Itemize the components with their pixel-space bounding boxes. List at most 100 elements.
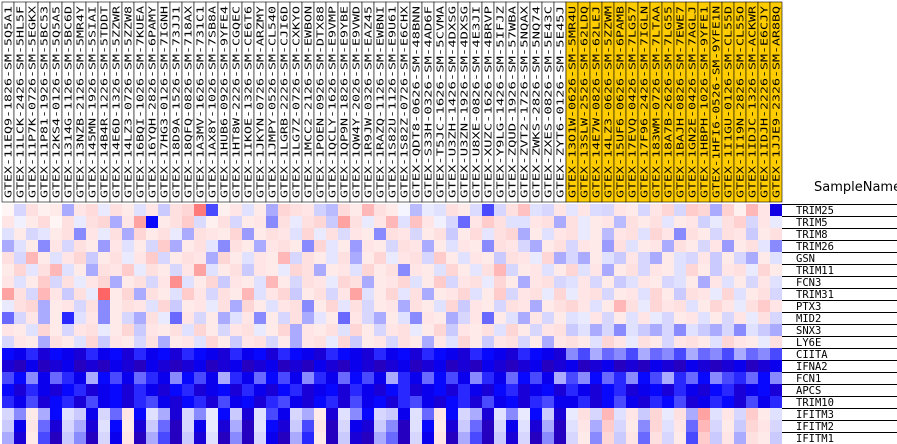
heatmap-cell [50, 312, 62, 324]
column-label-32: GTEX-1S82U-1126-SM-E9U61 [388, 6, 399, 198]
heatmap-cell [506, 396, 518, 408]
heatmap-cell [302, 240, 314, 252]
heatmap-cell [698, 204, 710, 216]
heatmap-cell [494, 408, 506, 420]
heatmap-cell [230, 252, 242, 264]
column-label-47: GTEX-13O1W-0626-SM-5MR4U [568, 6, 579, 198]
heatmap-cell [86, 420, 98, 432]
heatmap-cell [614, 372, 626, 384]
heatmap-cell [302, 276, 314, 288]
heatmap-cell [314, 228, 326, 240]
heatmap-cell [590, 432, 602, 444]
heatmap-cell [182, 384, 194, 396]
heatmap-cell [506, 240, 518, 252]
heatmap-cell [698, 312, 710, 324]
heatmap-cell [218, 216, 230, 228]
heatmap-cell [362, 348, 374, 360]
heatmap-cell [110, 336, 122, 348]
heatmap-cell [590, 324, 602, 336]
heatmap-cell [50, 432, 62, 444]
heatmap-cell [314, 264, 326, 276]
heatmap-cell [350, 204, 362, 216]
heatmap-cell [158, 324, 170, 336]
heatmap-cell [542, 360, 554, 372]
heatmap-cell [674, 264, 686, 276]
column-label-63: GTEX-1IDJH-2226-SM-E6CJY [760, 6, 771, 198]
heatmap-cell [590, 288, 602, 300]
heatmap-cell [422, 228, 434, 240]
heatmap-cell [458, 348, 470, 360]
heatmap-cell [470, 276, 482, 288]
heatmap-cell [434, 396, 446, 408]
column-label-18: GTEX-1HUB6-0926-SM-9YFE4 [220, 6, 231, 198]
heatmap-cell [314, 312, 326, 324]
heatmap-cell [458, 384, 470, 396]
heatmap-cell [566, 300, 578, 312]
heatmap-cell [386, 336, 398, 348]
heatmap-cell [746, 264, 758, 276]
heatmap-cell [38, 372, 50, 384]
heatmap-cell [122, 432, 134, 444]
heatmap-cell [398, 276, 410, 288]
heatmap-cell [326, 276, 338, 288]
heatmap-cell [686, 384, 698, 396]
heatmap-cell [350, 324, 362, 336]
heatmap-cell [770, 348, 782, 360]
heatmap-cell [182, 204, 194, 216]
heatmap-cell [146, 324, 158, 336]
heatmap-cell [302, 420, 314, 432]
heatmap-cell [770, 420, 782, 432]
column-label-34: GTEX-QDT8-0626-SM-48BNN [412, 6, 423, 198]
heatmap-cell [518, 276, 530, 288]
column-label-23: GTEX-1LGRB-2226-SM-CJI6D [280, 6, 291, 198]
heatmap-cell [458, 228, 470, 240]
heatmap-cell [218, 348, 230, 360]
heatmap-cell [734, 240, 746, 252]
heatmap-cell [518, 384, 530, 396]
heatmap-cell [2, 216, 14, 228]
heatmap-cell [278, 300, 290, 312]
heatmap-cell [194, 228, 206, 240]
column-label-44: GTEX-ZWKS-2826-SM-5NQ74 [532, 6, 543, 198]
heatmap-cell [698, 264, 710, 276]
heatmap-cell [578, 276, 590, 288]
heatmap-cell [290, 384, 302, 396]
heatmap-cell [74, 288, 86, 300]
heatmap-cell [518, 348, 530, 360]
heatmap-cell [182, 264, 194, 276]
heatmap-cell [302, 336, 314, 348]
heatmap-cell [746, 408, 758, 420]
heatmap-cell [182, 228, 194, 240]
heatmap-cell [98, 300, 110, 312]
heatmap-cell [638, 252, 650, 264]
heatmap-cell [602, 240, 614, 252]
heatmap-cell [542, 288, 554, 300]
heatmap-cell [62, 204, 74, 216]
heatmap-cell [542, 348, 554, 360]
heatmap-cell [722, 300, 734, 312]
column-label-10: GTEX-14LZ3-0726-SM-5ZZW8 [124, 6, 135, 198]
heatmap-cell [158, 408, 170, 420]
heatmap-cell [254, 228, 266, 240]
heatmap-cell [302, 360, 314, 372]
heatmap-cell [110, 264, 122, 276]
heatmap-cell [62, 228, 74, 240]
heatmap-cell [518, 408, 530, 420]
heatmap-cell [218, 432, 230, 444]
heatmap-cell [410, 360, 422, 372]
heatmap-cell [710, 384, 722, 396]
heatmap-cell [506, 408, 518, 420]
heatmap-cell [518, 300, 530, 312]
heatmap-cell [218, 324, 230, 336]
heatmap-cell [302, 300, 314, 312]
heatmap-cell [590, 228, 602, 240]
heatmap-cell [734, 384, 746, 396]
heatmap-cell [350, 396, 362, 408]
heatmap-cell [98, 228, 110, 240]
heatmap-cell [194, 336, 206, 348]
heatmap-cell [362, 228, 374, 240]
heatmap-cell [182, 312, 194, 324]
heatmap-cell [98, 324, 110, 336]
heatmap-cell [470, 384, 482, 396]
heatmap-cell [554, 348, 566, 360]
